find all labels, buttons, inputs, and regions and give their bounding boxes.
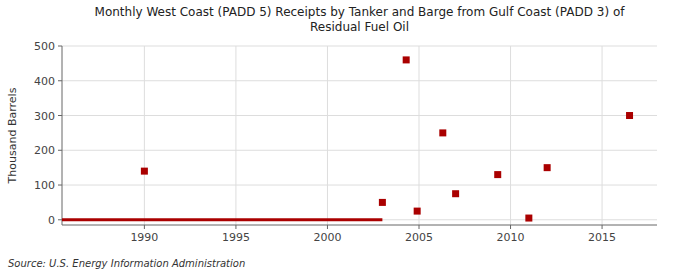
x-tick-label: 2005	[405, 231, 433, 244]
point	[439, 129, 446, 136]
point	[626, 112, 633, 119]
y-tick-label: 0	[48, 214, 55, 227]
y-tick	[58, 219, 62, 220]
y-tick-label: 500	[34, 40, 55, 53]
chart-container: Monthly West Coast (PADD 5) Receipts by …	[0, 0, 675, 275]
x-grid-line	[602, 46, 603, 225]
x-axis-line	[62, 225, 657, 226]
y-grid-line	[62, 219, 657, 220]
y-tick	[58, 115, 62, 116]
point	[414, 208, 421, 215]
x-tick	[419, 225, 420, 229]
x-grid-line	[327, 46, 328, 225]
point	[403, 56, 410, 63]
x-tick	[144, 225, 145, 229]
x-grid-line	[144, 46, 145, 225]
point	[544, 164, 551, 171]
chart-svg: Monthly West Coast (PADD 5) Receipts by …	[0, 0, 675, 275]
x-tick	[510, 225, 511, 229]
point	[494, 171, 501, 178]
x-tick-label: 2000	[313, 231, 341, 244]
x-tick-label: 1995	[222, 231, 250, 244]
grid	[62, 46, 657, 225]
data-group	[62, 56, 633, 221]
y-axis-label: Thousand Barrels	[6, 87, 19, 184]
y-grid-line	[62, 115, 657, 116]
point	[379, 199, 386, 206]
x-tick-label: 2010	[497, 231, 525, 244]
x-tick	[327, 225, 328, 229]
x-tick-label: 2015	[588, 231, 616, 244]
y-tick-label: 300	[34, 110, 55, 123]
x-tick	[602, 225, 603, 229]
x-tick-label: 1990	[130, 231, 158, 244]
y-axis-line	[62, 46, 63, 225]
y-grid-line	[62, 150, 657, 151]
y-tick	[58, 80, 62, 81]
title: Monthly West Coast (PADD 5) Receipts by …	[95, 5, 626, 34]
source-note: Source: U.S. Energy Information Administ…	[8, 258, 245, 269]
x-tick	[235, 225, 236, 229]
x-grid-line	[235, 46, 236, 225]
x-grid-line	[510, 46, 511, 225]
y-grid-line	[62, 185, 657, 186]
line	[62, 218, 382, 221]
point	[452, 190, 459, 197]
y-tick-label: 100	[34, 179, 55, 192]
y-tick	[58, 46, 62, 47]
point	[141, 168, 148, 175]
y-grid-line	[62, 46, 657, 47]
y-tick	[58, 185, 62, 186]
y-tick	[58, 150, 62, 151]
y-tick-label: 200	[34, 144, 55, 157]
y-grid-line	[62, 80, 657, 81]
y-tick-label: 400	[34, 75, 55, 88]
point	[525, 215, 532, 222]
x-grid-line	[419, 46, 420, 225]
